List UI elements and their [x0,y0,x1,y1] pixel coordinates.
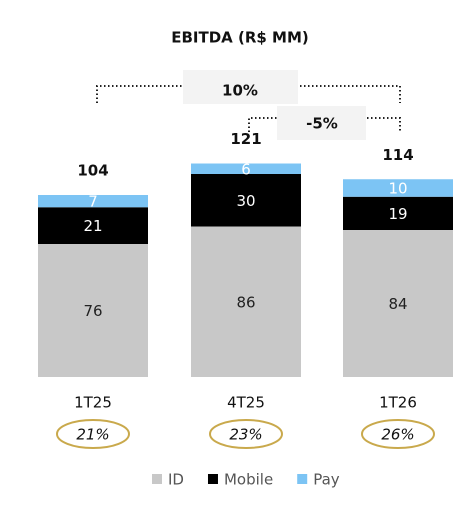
margin-label: 23% [229,426,262,444]
bar-segment [343,196,453,230]
annotation-box [277,106,366,140]
legend-label: Mobile [224,471,273,489]
bar-segment [191,174,301,227]
margin-ellipse [56,419,130,449]
value-label: 30 [236,192,255,210]
bar-segment [191,163,301,174]
value-label: 6 [241,160,251,178]
bar-segment [191,226,301,377]
legend-swatch [152,474,162,484]
margin-ellipse [361,419,435,449]
legend-swatch [207,474,218,484]
bar-segment [38,207,148,244]
category-label: 1T26 [379,394,417,412]
annotation-box [183,70,298,104]
annotation: 10% [222,82,258,100]
chart-title: EBITDA (R$ MM) [171,29,309,47]
margin-ellipse [209,419,283,449]
value-label: 21 [83,217,102,235]
total-label: 104 [77,162,108,180]
value-label: 19 [388,205,407,223]
value-label: 7 [88,193,98,211]
total-label: 114 [382,146,413,164]
category-label: 1T25 [74,394,112,412]
margin-label: 26% [381,426,414,444]
total-label: 121 [230,130,261,148]
bar-segment [38,195,148,208]
annotation: -5% [306,115,338,133]
category-label: 4T25 [227,394,265,412]
bar-segment [343,179,453,197]
value-label: 10 [388,180,407,198]
bar-segment [38,244,148,377]
value-label: 86 [236,293,255,311]
value-label: 76 [83,302,102,320]
legend-swatch [297,474,308,484]
legend-label: ID [168,471,184,489]
margin-label: 21% [76,426,109,444]
bar-segment [343,230,453,377]
value-label: 84 [388,295,407,313]
legend-label: Pay [313,471,340,489]
